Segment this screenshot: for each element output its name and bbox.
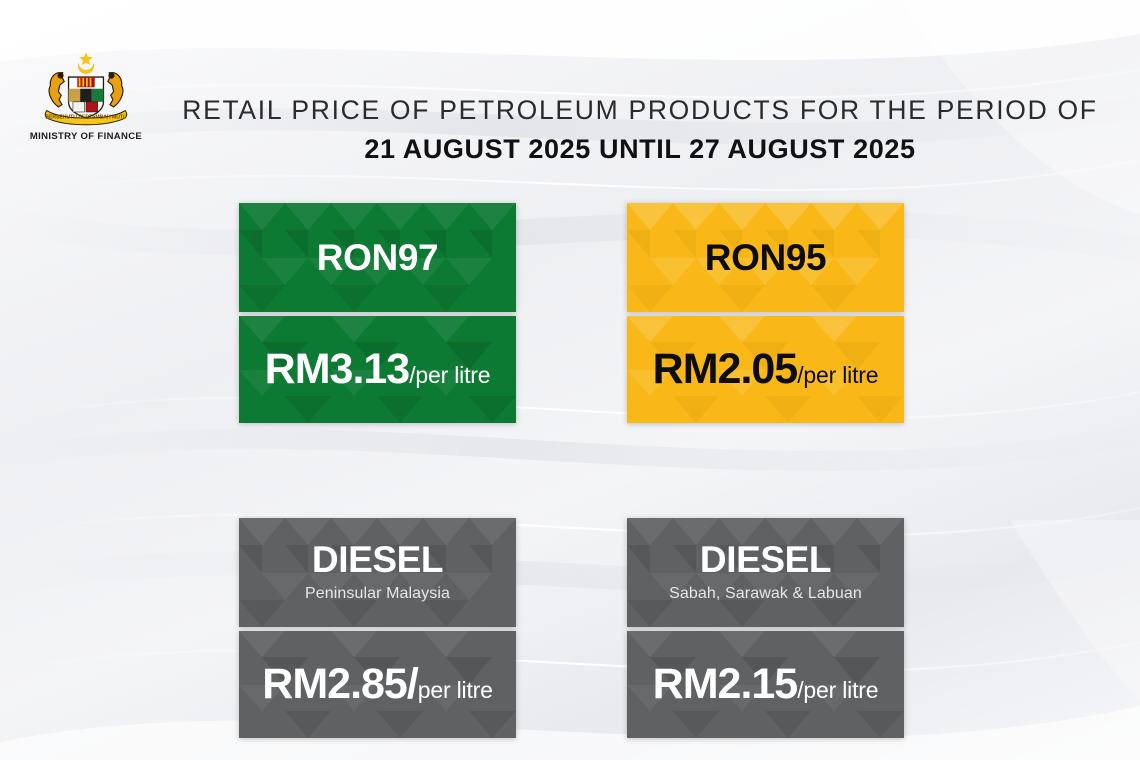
product-name: RON95 <box>704 237 827 278</box>
price-amount: RM2.05 <box>652 345 799 393</box>
price-unit: /per litre <box>409 362 491 388</box>
price-card-diesel-peninsular: DIESEL Peninsular Malaysia RM2.85/ per l… <box>239 518 516 738</box>
facet-texture <box>627 316 904 423</box>
facet-texture <box>239 203 516 312</box>
page-title: RETAIL PRICE OF PETROLEUM PRODUCTS FOR T… <box>150 94 1130 167</box>
price-row: RM3.13 /per litre <box>239 348 516 391</box>
malaysia-coat-of-arms-icon: BERSEKUTU BERTAMBAH MUTU <box>44 52 128 126</box>
product-name-text-wrap: RON97 <box>239 239 516 276</box>
product-name-panel: DIESEL Sabah, Sarawak & Labuan <box>627 518 904 627</box>
price-row: RM2.15 /per litre <box>627 663 904 706</box>
product-name-text-wrap: DIESEL Peninsular Malaysia <box>239 541 516 603</box>
facet-texture <box>627 203 904 312</box>
price-amount: RM3.13 <box>264 345 411 393</box>
price-unit: /per litre <box>797 362 879 388</box>
svg-text:BERSEKUTU BERTAMBAH MUTU: BERSEKUTU BERTAMBAH MUTU <box>45 115 127 121</box>
product-name-panel: DIESEL Peninsular Malaysia <box>239 518 516 627</box>
product-price-panel: RM2.05 /per litre <box>627 316 904 423</box>
price-amount: RM2.15 <box>652 660 799 708</box>
facet-texture <box>627 518 904 627</box>
price-unit: /per litre <box>797 677 879 703</box>
ministry-of-finance-logo: BERSEKUTU BERTAMBAH MUTU MINISTRY OF FIN… <box>18 48 154 142</box>
product-name: RON97 <box>316 237 439 278</box>
product-name: DIESEL <box>311 539 444 581</box>
price-card-diesel-sabah-sarawak-labuan: DIESEL Sabah, Sarawak & Labuan RM2.15 /p… <box>627 518 904 738</box>
price-unit: per litre <box>417 677 493 703</box>
product-name-panel: RON95 <box>627 203 904 312</box>
price-row: RM2.05 /per litre <box>627 348 904 391</box>
logo-caption: MINISTRY OF FINANCE <box>29 131 143 142</box>
product-price-panel: RM3.13 /per litre <box>239 316 516 423</box>
price-card-ron97: RON97 RM3.13 /per litre <box>239 203 516 423</box>
title-line-primary: RETAIL PRICE OF PETROLEUM PRODUCTS FOR T… <box>182 95 1098 125</box>
product-region-subtitle: Sabah, Sarawak & Labuan <box>669 585 862 603</box>
facet-texture <box>239 316 516 423</box>
product-name-panel: RON97 <box>239 203 516 312</box>
price-row: RM2.85/ per litre <box>239 663 516 706</box>
title-line-period: 21 AUGUST 2025 UNTIL 27 AUGUST 2025 <box>364 134 916 165</box>
price-card-ron95: RON95 RM2.05 /per litre <box>627 203 904 423</box>
product-price-panel: RM2.15 /per litre <box>627 631 904 738</box>
product-price-panel: RM2.85/ per litre <box>239 631 516 738</box>
price-amount: RM2.85/ <box>262 660 419 708</box>
product-region-subtitle: Peninsular Malaysia <box>304 585 451 603</box>
product-name: DIESEL <box>699 539 832 581</box>
facet-texture <box>239 631 516 738</box>
product-name-text-wrap: RON95 <box>627 239 904 276</box>
facet-texture <box>239 518 516 627</box>
facet-texture <box>627 631 904 738</box>
product-name-text-wrap: DIESEL Sabah, Sarawak & Labuan <box>627 541 904 603</box>
